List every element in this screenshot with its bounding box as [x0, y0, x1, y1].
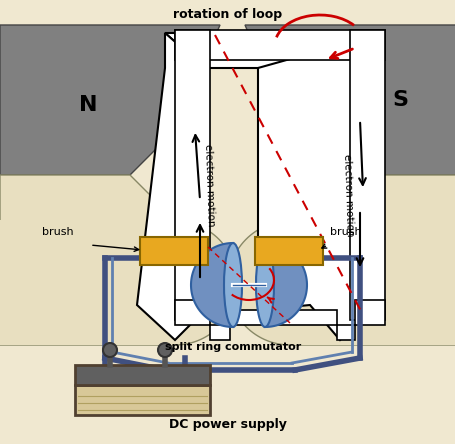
- Circle shape: [157, 343, 172, 357]
- Ellipse shape: [255, 243, 273, 327]
- Text: electron motion: electron motion: [202, 143, 215, 226]
- Bar: [254, 237, 322, 265]
- Bar: [140, 237, 207, 265]
- Polygon shape: [0, 220, 237, 345]
- Text: brush: brush: [329, 227, 361, 237]
- Polygon shape: [289, 175, 455, 345]
- Polygon shape: [175, 300, 384, 340]
- Polygon shape: [349, 30, 384, 320]
- Polygon shape: [0, 175, 175, 345]
- Text: N: N: [79, 95, 97, 115]
- Ellipse shape: [223, 243, 242, 327]
- Polygon shape: [258, 33, 382, 340]
- Polygon shape: [175, 30, 210, 320]
- Polygon shape: [244, 25, 455, 175]
- Polygon shape: [191, 243, 233, 327]
- Polygon shape: [136, 33, 205, 340]
- Bar: [75, 385, 210, 415]
- Polygon shape: [228, 220, 455, 345]
- Text: S: S: [391, 90, 407, 110]
- Text: DC power supply: DC power supply: [169, 418, 286, 431]
- Polygon shape: [264, 243, 306, 327]
- Bar: [75, 365, 210, 385]
- Text: brush: brush: [42, 227, 73, 237]
- Text: electron motion: electron motion: [341, 154, 354, 237]
- Polygon shape: [165, 33, 382, 68]
- Circle shape: [103, 343, 117, 357]
- Polygon shape: [175, 30, 384, 60]
- Text: split ring commutator: split ring commutator: [165, 342, 301, 352]
- Text: rotation of loop: rotation of loop: [173, 8, 282, 21]
- Polygon shape: [0, 25, 219, 175]
